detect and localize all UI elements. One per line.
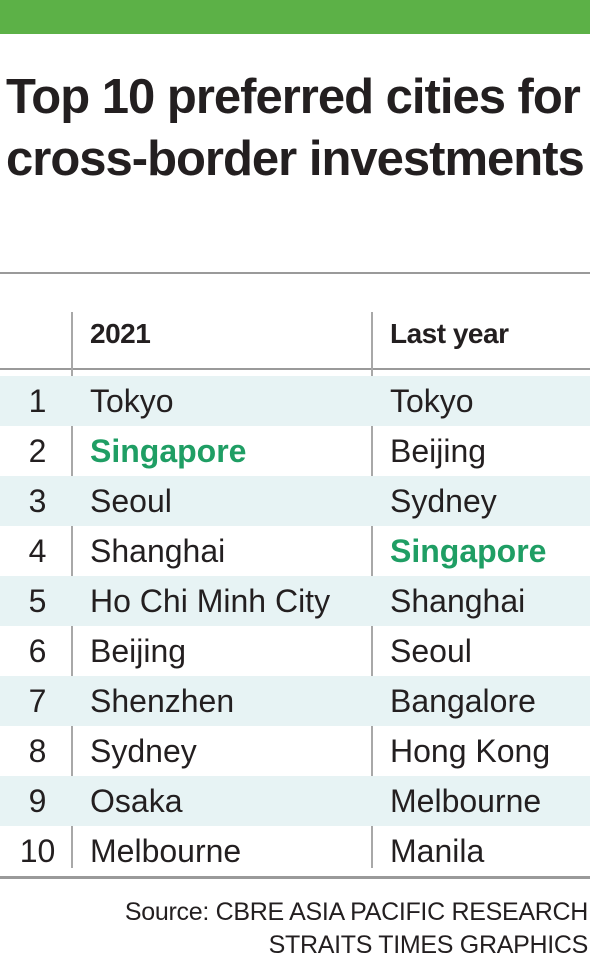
divider-header (0, 368, 590, 370)
city-last-year-cell: Singapore (390, 533, 547, 569)
rank-cell: 8 (28, 733, 47, 769)
rank-cell: 6 (28, 633, 47, 669)
city-last-year-cell: Tokyo (390, 383, 474, 419)
table-row: 4 Shanghai Singapore (0, 526, 590, 576)
table-row: 10 Melbourne Manila (0, 826, 590, 876)
source-note: Source: CBRE ASIA PACIFIC RESEARCH (124, 898, 588, 926)
rank-cell: 7 (28, 683, 47, 719)
rank-cell: 2 (28, 433, 47, 469)
column-header-2021: 2021 (90, 318, 151, 349)
city-2021-cell: Shenzhen (90, 683, 235, 719)
column-header-last-year: Last year (390, 318, 509, 349)
city-2021-cell: Ho Chi Minh City (90, 583, 331, 619)
city-2021-cell: Sydney (90, 733, 197, 769)
city-2021-cell: Tokyo (90, 383, 174, 419)
city-last-year-cell: Manila (390, 833, 485, 869)
rank-cell: 4 (28, 533, 47, 569)
table-row: 7 Shenzhen Bangalore (0, 676, 590, 726)
divider-bottom (0, 876, 590, 879)
rank-cell: 1 (28, 383, 47, 419)
city-2021-cell: Seoul (90, 483, 172, 519)
city-last-year-cell: Hong Kong (390, 733, 551, 769)
rank-cell: 5 (28, 583, 47, 619)
city-2021-cell: Osaka (90, 783, 183, 819)
city-last-year-cell: Sydney (390, 483, 497, 519)
city-last-year-cell: Bangalore (390, 683, 536, 719)
table-row: 2 Singapore Beijing (0, 426, 590, 476)
table-row: 1 Tokyo Tokyo (0, 376, 590, 426)
city-last-year-cell: Melbourne (390, 783, 542, 819)
city-last-year-cell: Seoul (390, 633, 472, 669)
city-2021-cell: Beijing (90, 633, 187, 669)
city-2021-cell: Singapore (90, 433, 247, 469)
page-title: Top 10 preferred cities for cross-border… (6, 70, 585, 186)
table-row: 3 Seoul Sydney (0, 476, 590, 526)
city-last-year-cell: Beijing (390, 433, 487, 469)
rank-cell: 3 (28, 483, 47, 519)
divider-top (0, 272, 590, 274)
city-2021-cell: Melbourne (90, 833, 242, 869)
accent-bar (0, 0, 590, 34)
rank-cell: 10 (19, 833, 56, 869)
table-row: 9 Osaka Melbourne (0, 776, 590, 826)
table-row: 8 Sydney Hong Kong (0, 726, 590, 776)
table-row: 6 Beijing Seoul (0, 626, 590, 676)
ranking-table: 1 Tokyo Tokyo 2 Singapore Beijing 3 Seoul Sydney… (0, 376, 590, 876)
footer: Source: CBRE ASIA PACIFIC RESEARCH STRAI… (125, 896, 588, 962)
rank-cell: 9 (28, 783, 47, 819)
credit-note: STRAITS TIMES GRAPHICS (268, 931, 589, 959)
city-2021-cell: Shanghai (90, 533, 226, 569)
table-row: 5 Ho Chi Minh City Shanghai (0, 576, 590, 626)
city-last-year-cell: Shanghai (390, 583, 526, 619)
